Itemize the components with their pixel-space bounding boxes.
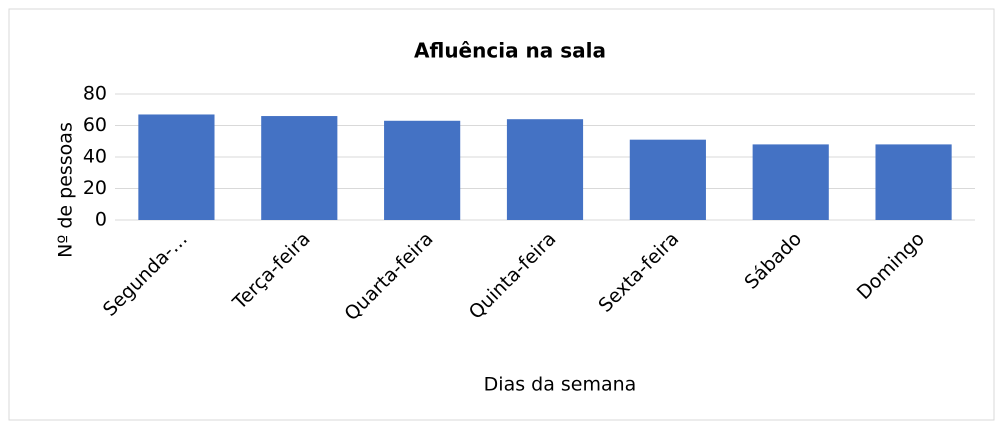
y-tick-label: 40 xyxy=(83,146,107,168)
bar xyxy=(875,144,952,220)
bar xyxy=(384,120,461,220)
bar xyxy=(629,139,706,220)
y-axis-title: Nº de pessoas xyxy=(55,122,77,258)
y-tick-label: 80 xyxy=(83,83,107,105)
bar xyxy=(506,119,584,220)
y-tick-label: 60 xyxy=(83,114,107,136)
bar xyxy=(752,144,829,220)
x-axis-title: Dias da semana xyxy=(484,374,637,396)
y-tick-label: 0 xyxy=(95,209,107,231)
bar xyxy=(261,116,338,220)
chart-title: Afluência na sala xyxy=(414,39,606,63)
bar xyxy=(138,114,215,220)
y-tick-label: 20 xyxy=(83,177,107,199)
